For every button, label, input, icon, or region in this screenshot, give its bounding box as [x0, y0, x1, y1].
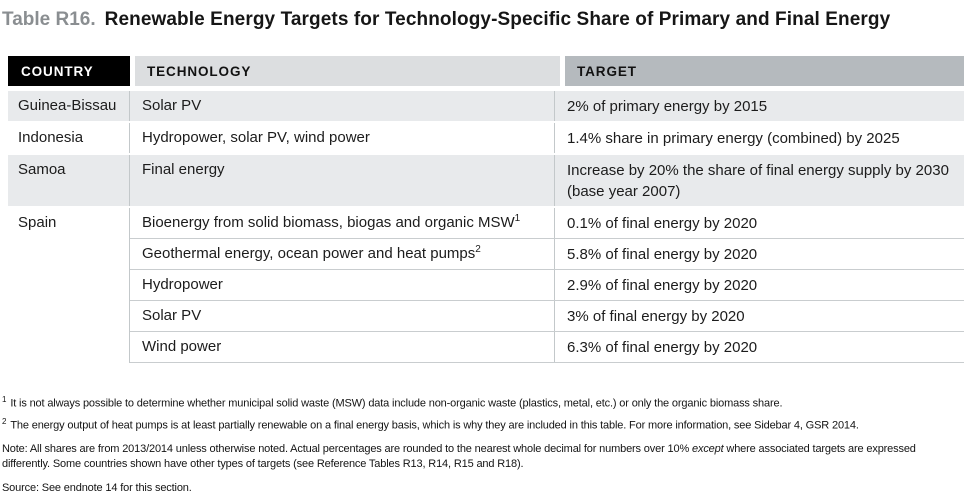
country-cell: Indonesia — [8, 123, 130, 153]
footnote-line: 1 It is not always possible to determine … — [2, 395, 783, 410]
table-row: Solar PV 3% of final energy by 2020 — [130, 300, 964, 331]
table-row: Solar PV 2% of primary energy by 2015 — [130, 91, 964, 121]
table-row: Hydropower 2.9% of final energy by 2020 — [130, 269, 964, 300]
target-cell: 5.8% of final energy by 2020 — [567, 246, 758, 263]
technology-cell: Solar PV — [130, 91, 555, 121]
table-row: Bioenergy from solid biomass, biogas and… — [130, 208, 964, 238]
table-header-row: COUNTRY TECHNOLOGY TARGET — [8, 56, 964, 86]
footnote-marker: 2 — [475, 244, 481, 255]
table-number-label: Table R16. — [2, 9, 96, 30]
footnote-line: 2 The energy output of heat pumps is at l… — [2, 417, 859, 432]
technology-cell: Final energy — [130, 155, 555, 206]
note-italic-word: except — [692, 443, 724, 456]
column-header-technology: TECHNOLOGY — [135, 56, 560, 86]
table-row: Final energy Increase by 20% the share of… — [130, 155, 964, 206]
table-row: Wind power 6.3% of final energy by 2020 — [130, 331, 964, 362]
country-group: Guinea-Bissau Solar PV 2% of primary energ… — [8, 91, 964, 123]
technology-cell: Bioenergy from solid biomass, biogas and… — [130, 208, 555, 238]
country-rows: Bioenergy from solid biomass, biogas and… — [130, 208, 964, 363]
country-group: Samoa Final energy Increase by 20% the sha… — [8, 155, 964, 208]
note-suffix: where associated targets are expressed d… — [2, 443, 916, 470]
footnotes: 1 It is not always possible to determine … — [2, 391, 947, 435]
target-cell: 0.1% of final energy by 2020 — [567, 215, 758, 232]
country-rows: Final energy Increase by 20% the share of… — [130, 155, 964, 206]
target-cell: Increase by 20% the share of final energ… — [567, 162, 949, 200]
technology-cell: Geothermal energy, ocean power and heat … — [130, 239, 555, 269]
notes-block: 1 It is not always possible to determine … — [2, 391, 947, 498]
target-cell: 6.3% of final energy by 2020 — [567, 339, 758, 356]
target-cell: 2.9% of final energy by 2020 — [567, 277, 758, 294]
target-cell: 2% of primary energy by 2015 — [567, 98, 768, 115]
column-header-target: TARGET — [565, 56, 964, 86]
table-row: Hydropower, solar PV, wind power 1.4% sha… — [130, 123, 964, 153]
footnote-marker: 1 — [514, 213, 521, 224]
table-body: Guinea-Bissau Solar PV 2% of primary energ… — [8, 91, 964, 363]
table-row: Geothermal energy, ocean power and heat … — [130, 238, 964, 269]
country-rows: Hydropower, solar PV, wind power 1.4% sha… — [130, 123, 964, 153]
technology-cell: Solar PV — [130, 301, 555, 331]
country-cell: Guinea-Bissau — [8, 91, 130, 121]
table-title-text: Renewable Energy Targets for Technology-… — [104, 9, 891, 30]
note-text: Note: All shares are from 2013/2014 unle… — [2, 442, 940, 471]
footnote-marker: 2 — [2, 417, 7, 427]
technology-cell: Hydropower — [130, 270, 555, 300]
country-group: Indonesia Hydropower, solar PV, wind powe… — [8, 123, 964, 155]
country-group: Spain Bioenergy from solid biomass, bioga… — [8, 208, 964, 363]
table-title: Table R16. Renewable Energy Targets for … — [0, 0, 964, 35]
country-rows: Solar PV 2% of primary energy by 2015 — [130, 91, 964, 121]
target-cell: 3% of final energy by 2020 — [567, 308, 745, 325]
target-cell: 1.4% share in primary energy (combined) … — [567, 130, 900, 147]
column-header-country: COUNTRY — [8, 56, 130, 86]
source-text: Source: See endnote 14 for this section. — [2, 482, 192, 495]
country-cell: Samoa — [8, 155, 130, 206]
note-prefix: Note: All shares are from 2013/2014 unle… — [2, 443, 692, 456]
technology-cell: Wind power — [130, 332, 555, 362]
country-cell: Spain — [8, 208, 130, 363]
technology-cell: Hydropower, solar PV, wind power — [130, 123, 555, 153]
footnote-marker: 1 — [2, 395, 7, 404]
